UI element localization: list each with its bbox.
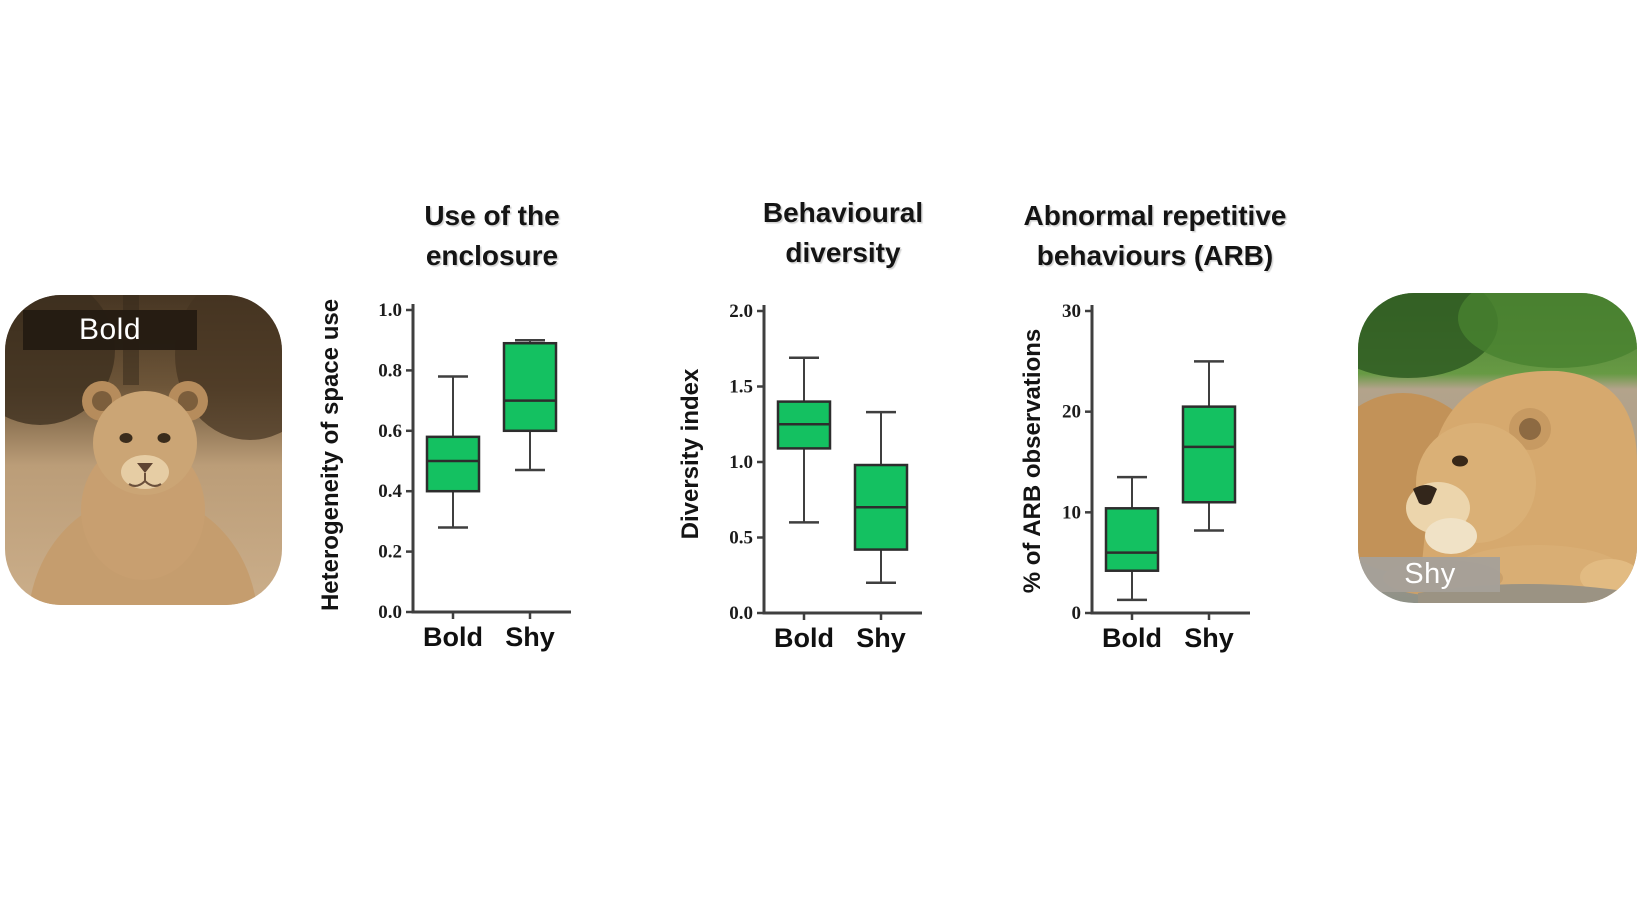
- chart-title-line: behaviours (ARB): [1036, 240, 1274, 271]
- chart-title: Behavioural diversity: [763, 193, 923, 273]
- boxplot-arb: 0 10 20 30 Bold Shy: [1062, 301, 1250, 653]
- y-tick-label: 1.0: [729, 452, 753, 473]
- chart-title-line: Behavioural: [762, 197, 924, 228]
- bold-photo-label-text: Bold: [78, 313, 142, 346]
- bold-photo-label: Bold: [23, 310, 197, 350]
- y-tick-label: 0.6: [378, 421, 402, 442]
- y-tick-label: 1.5: [729, 377, 753, 398]
- box-shy: [502, 341, 558, 433]
- chart-title: Use of the enclosure: [424, 196, 559, 276]
- x-category-label: Shy: [1184, 623, 1234, 653]
- y-axis-title: Diversity index: [677, 368, 704, 540]
- boxplot-use-of-enclosure: 0.0 0.2 0.4 0.6 0.8 1.0 Bold Shy: [378, 300, 571, 652]
- x-category-label: Shy: [505, 622, 555, 652]
- y-tick-label: 0: [1072, 603, 1082, 624]
- box-bold: [1104, 507, 1160, 572]
- y-tick-label: 0.5: [729, 528, 753, 549]
- y-tick-label: 0.4: [378, 481, 402, 502]
- boxplot-behavioural-diversity: 0.0 0.5 1.0 1.5 2.0 Bold Shy: [729, 301, 922, 653]
- box-shy: [1181, 405, 1237, 504]
- chart-title: Abnormal repetitive behaviours (ARB): [1024, 196, 1287, 276]
- y-tick-label: 10: [1062, 502, 1081, 523]
- y-tick-label: 0.0: [378, 602, 402, 623]
- x-category-label: Shy: [856, 623, 906, 653]
- bold-lion-illustration: [5, 295, 282, 605]
- chart-title-line: enclosure: [425, 240, 559, 271]
- y-tick-label: 0.8: [378, 360, 402, 381]
- box-bold: [425, 435, 481, 493]
- y-tick-label: 0.0: [729, 603, 753, 624]
- shy-photo-label: Shy: [1360, 557, 1500, 592]
- y-axis-title: Heterogeneity of space use: [317, 298, 344, 612]
- shy-lion-photo: Shy: [1358, 293, 1637, 603]
- chart-title-line: Abnormal repetitive: [1023, 200, 1287, 231]
- chart-title-line: Use of the: [424, 200, 560, 231]
- y-tick-label: 1.0: [378, 300, 402, 321]
- x-category-label: Bold: [423, 622, 483, 652]
- y-tick-label: 30: [1062, 301, 1081, 322]
- shy-lion-illustration: [1358, 293, 1637, 603]
- shy-photo-label-text: Shy: [1404, 558, 1456, 590]
- bold-lion-photo: Bold: [5, 295, 282, 605]
- y-tick-label: 2.0: [729, 301, 753, 322]
- x-category-label: Bold: [1102, 623, 1162, 653]
- x-category-label: Bold: [774, 623, 834, 653]
- y-tick-label: 0.2: [378, 542, 402, 563]
- y-tick-label: 20: [1062, 402, 1081, 423]
- chart-title-line: diversity: [785, 237, 901, 268]
